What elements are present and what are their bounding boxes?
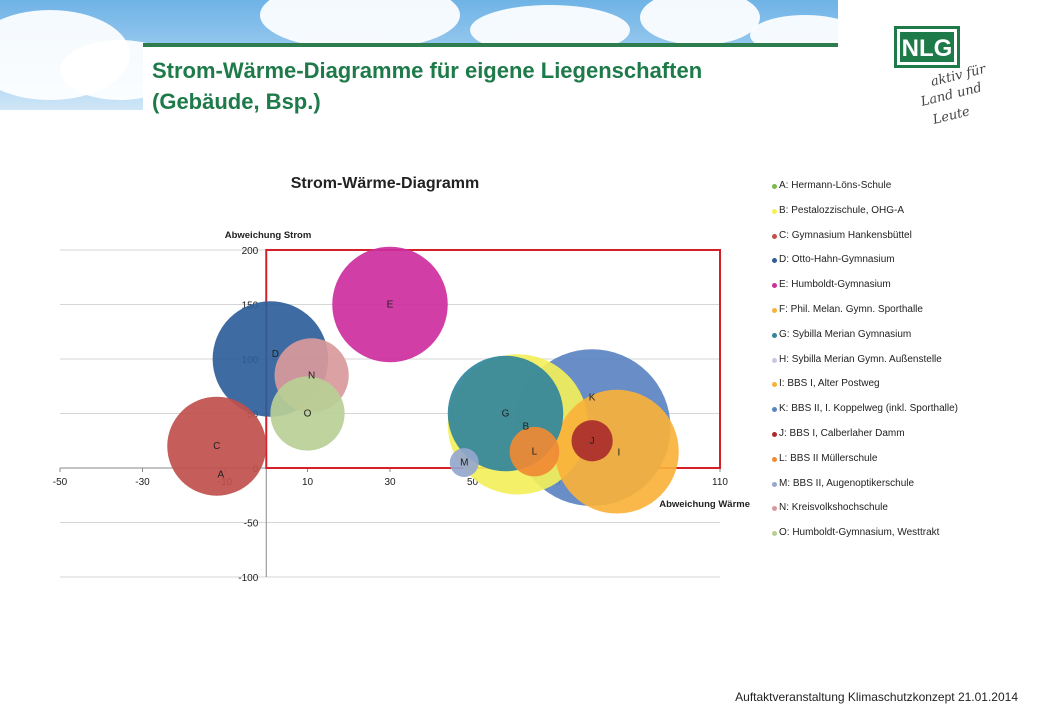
bubble-label-k: K: [589, 393, 596, 404]
y-axis-label: Abweichung Strom: [225, 230, 312, 241]
bubble-j: [571, 420, 613, 462]
legend-label: A: Hermann-Löns-Schule: [779, 180, 892, 191]
legend-marker: [772, 258, 777, 264]
x-tick-label: 110: [712, 477, 728, 488]
bubble-label-j: J: [590, 436, 595, 447]
legend-item-g: G: Sybilla Merian Gymnasium: [770, 329, 1038, 354]
title-rule: [143, 43, 838, 47]
x-tick-label: -50: [53, 477, 68, 488]
legend-marker: [772, 456, 777, 462]
bubble-e: [332, 246, 448, 363]
bubble-m: [449, 448, 479, 477]
legend-label: C: Gymnasium Hankensbüttel: [779, 229, 912, 241]
legend-label: B: Pestalozzischule, OHG-A: [779, 204, 905, 216]
legend-marker: [772, 307, 777, 313]
legend-item-n: N: Kreisvolkshochschule: [770, 502, 1038, 527]
x-tick-label: -30: [135, 477, 150, 488]
logo-text: NLG: [902, 35, 953, 62]
bubble-label-g: G: [502, 409, 510, 420]
bubble-label-o: O: [304, 409, 312, 420]
legend-marker: [772, 382, 777, 388]
x-tick-label: 10: [302, 477, 314, 488]
chart-title: Strom-Wärme-Diagramm: [291, 175, 479, 192]
bubble-label-a: A: [218, 469, 225, 480]
legend-label: I: BBS I, Alter Postweg: [779, 378, 880, 390]
logo-slogan-3: Leute: [930, 104, 971, 128]
bubble-label-e: E: [387, 300, 394, 311]
legend-marker: [772, 332, 777, 338]
legend-item-a: A: Hermann-Löns-Schule: [770, 180, 1038, 205]
bubble-label-n: N: [308, 370, 315, 381]
legend-label: E: Humboldt-Gymnasium: [779, 279, 891, 291]
legend-label: D: Otto-Hahn-Gymnasium: [779, 254, 895, 266]
legend-label: F: Phil. Melan. Gymn. Sporthalle: [779, 303, 923, 315]
legend-marker: [772, 184, 777, 189]
bubble-label-d: D: [272, 349, 279, 360]
bubble-label-i: I: [617, 448, 620, 459]
legend-item-l: L: BBS II Müllerschule: [770, 453, 1038, 478]
legend-marker: [772, 208, 777, 214]
legend-label: N: Kreisvolkshochschule: [779, 502, 888, 514]
legend-label: H: Sybilla Merian Gymn. Außenstelle: [779, 353, 942, 365]
strom-waerme-chart: Strom-Wärme-Diagramm 200150100500-50-100…: [53, 175, 750, 584]
legend-item-m: M: BBS II, Augenoptikerschule: [770, 478, 1038, 503]
bubble-o: [270, 376, 345, 451]
slide-footer: Auftaktveranstaltung Klimaschutzkonzept …: [735, 690, 1018, 704]
bubble-l: [509, 426, 560, 477]
legend-label: J: BBS I, Calberlaher Damm: [779, 427, 905, 439]
legend-item-h: H: Sybilla Merian Gymn. Außenstelle: [770, 354, 1038, 379]
y-tick-label: -100: [238, 573, 258, 584]
legend-marker: [772, 233, 777, 239]
bubble-i: [555, 389, 679, 514]
bubble-label-m: M: [460, 458, 468, 469]
legend-marker: [772, 407, 777, 413]
title-box: [143, 44, 838, 124]
legend-marker: [772, 357, 777, 363]
slide-title-line-1: Strom-Wärme-Diagramme für eigene Liegens…: [152, 58, 703, 83]
legend-item-j: J: BBS I, Calberlaher Damm: [770, 428, 1038, 453]
x-axis-label: Abweichung Wärme: [659, 499, 750, 510]
legend-marker: [772, 506, 777, 512]
nlg-logo: NLG aktiv für Land und Leute: [894, 26, 988, 128]
legend-label: L: BBS II Müllerschule: [779, 452, 878, 464]
legend-label: O: Humboldt-Gymnasium, Westtrakt: [779, 527, 940, 539]
legend-item-e: E: Humboldt-Gymnasium: [770, 279, 1038, 304]
legend-item-i: I: BBS I, Alter Postweg: [770, 378, 1038, 403]
x-tick-label: 50: [467, 477, 479, 488]
legend-item-k: K: BBS II, I. Koppelweg (inkl. Sporthall…: [770, 403, 1038, 428]
y-tick-label: 200: [242, 246, 259, 257]
legend-item-b: B: Pestalozzischule, OHG-A: [770, 205, 1038, 230]
y-tick-label: -50: [244, 519, 259, 530]
legend-label: M: BBS II, Augenoptikerschule: [779, 477, 915, 489]
legend-marker: [772, 531, 777, 537]
legend-item-f: F: Phil. Melan. Gymn. Sporthalle: [770, 304, 1038, 329]
legend-marker: [772, 431, 777, 437]
legend-label: G: Sybilla Merian Gymnasium: [779, 328, 912, 340]
bubbles: A B C D E G I K J L M N O: [167, 246, 679, 514]
slide-title-line-2: (Gebäude, Bsp.): [152, 89, 321, 114]
bubble-label-b: B: [523, 421, 530, 432]
legend-item-o: O: Humboldt-Gymnasium, Westtrakt: [770, 527, 1038, 552]
chart-legend: A: Hermann-Löns-Schule B: Pestalozzischul…: [770, 180, 1038, 552]
legend-item-c: C: Gymnasium Hankensbüttel: [770, 230, 1038, 255]
bubble-label-c: C: [213, 441, 220, 452]
legend-item-d: D: Otto-Hahn-Gymnasium: [770, 254, 1038, 279]
bubble-label-l: L: [532, 447, 538, 458]
legend-marker: [772, 481, 777, 487]
legend-marker: [772, 283, 777, 289]
legend-label: K: BBS II, I. Koppelweg (inkl. Sporthall…: [779, 403, 958, 415]
bubble-c: [167, 396, 267, 496]
x-tick-label: 30: [384, 477, 396, 488]
slide-title: Strom-Wärme-Diagramme für eigene Liegens…: [152, 55, 842, 117]
